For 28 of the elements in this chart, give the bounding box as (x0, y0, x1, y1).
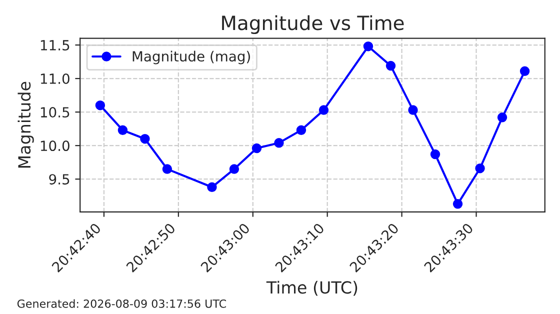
point (95, 100, 106, 110)
y-tick-label: 9.5 (49, 174, 70, 185)
point (386, 60, 396, 71)
point (118, 125, 128, 136)
point (207, 182, 217, 192)
y-tick-label: 11.5 (40, 40, 70, 50)
y-axis-title: Magnitude (18, 82, 34, 168)
point (475, 164, 485, 174)
point (296, 125, 306, 136)
point (274, 138, 284, 148)
chart-title: Magnitude vs Time (222, 15, 404, 34)
point (363, 41, 374, 52)
point (497, 112, 508, 122)
y-tick-label: 11.0 (40, 74, 70, 84)
x-axis-title: Time (UTC) (266, 280, 358, 296)
point (520, 66, 530, 76)
point (252, 143, 262, 154)
point (408, 105, 418, 115)
text: Generated: 2026-08-09 03:17:56 UTC (17, 299, 226, 308)
point (452, 199, 463, 209)
y-tick-label: 10.5 (40, 107, 70, 118)
y-tick-label: 10.0 (40, 140, 70, 152)
point (229, 164, 240, 174)
legend-label: Magnitude (mag) (132, 50, 250, 64)
point (318, 105, 329, 115)
point (140, 134, 150, 144)
point (162, 164, 172, 174)
point (430, 149, 440, 160)
